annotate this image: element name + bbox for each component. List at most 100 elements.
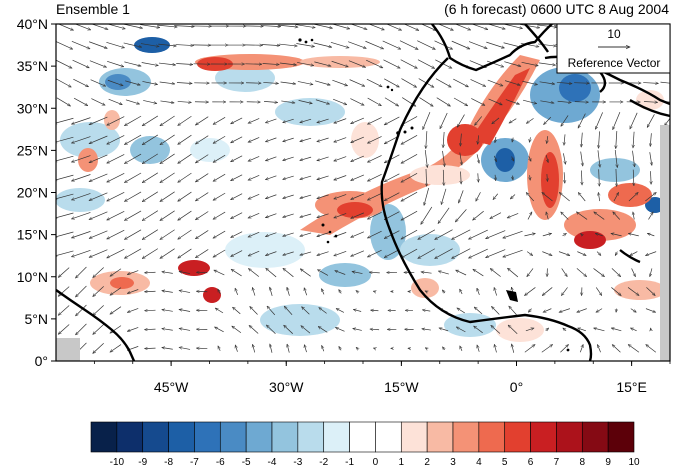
wind-vector [384,192,400,202]
colorbar-swatch [297,421,325,453]
wind-vector [248,250,260,257]
wind-vector [367,193,382,201]
wind-vector [401,210,418,221]
wind-vector [75,304,87,316]
wind-vector [475,192,481,201]
wind-vector [278,24,298,27]
wind-vector [248,137,260,143]
wind-vector [298,100,313,103]
wind-vector [529,137,530,142]
wind-vector [215,326,224,333]
wind-vector [283,213,294,217]
wind-vector [248,156,260,162]
colorbar-label: 8 [580,457,586,468]
wind-vector [486,41,504,48]
wind-vector [249,325,259,334]
wind-vector [142,134,159,145]
wind-vector [213,135,226,143]
wind-vector [384,78,399,88]
wind-vector [373,291,376,292]
wind-vector [495,174,496,181]
wind-vector [542,233,552,237]
wind-vector [401,154,418,164]
wind-vector [439,112,448,129]
wind-vector [645,192,656,202]
lat-tick-label: 5°N [25,311,49,327]
wind-vector [195,192,209,201]
wind-vector [473,269,484,277]
wind-vector [141,62,159,65]
wind-vector [435,78,451,88]
wind-vector [334,251,347,255]
colorbar-label: 6 [528,457,534,468]
wind-vector [384,249,400,258]
wind-vector [366,78,382,88]
wind-vector [614,149,617,168]
wind-vector [110,268,122,277]
wind-vector [279,62,297,65]
wind-vector [261,26,281,27]
wind-vector [643,83,658,84]
wind-vector [89,154,108,163]
wind-vector [633,131,634,148]
wind-vector [417,40,435,50]
wind-vector [631,268,636,276]
wind-vector [527,268,534,276]
colorbar-label: 9 [605,457,611,468]
wind-vector [630,327,637,332]
wind-vector [71,174,91,181]
wind-vector [56,155,74,161]
wind-vector [564,172,565,183]
wind-vector [263,82,278,83]
wind-vector [581,170,582,185]
wind-vector [89,230,108,239]
wind-vector [474,326,483,334]
wind-vector [58,286,70,297]
colorbar-swatch [245,421,273,453]
wind-vector [426,131,427,148]
wind-vector [495,136,496,143]
wind-vector [266,325,276,335]
wind-vector [504,80,520,86]
wind-vector [174,26,195,27]
wind-vector [318,326,328,333]
wind-vector [56,231,74,237]
wind-vector [348,41,366,49]
wind-vector [124,191,142,202]
wind-vector [438,271,449,275]
wind-vector [418,248,436,259]
wind-vector [127,327,139,331]
wind-vector [468,229,488,240]
wind-vector [213,192,226,200]
wind-vector [56,41,73,50]
wind-vector [512,175,513,180]
wind-vector [89,116,108,126]
wind-vector [335,271,346,275]
wind-vector [645,251,657,256]
wind-vector [650,171,651,184]
wind-vector [503,230,523,238]
wind-vector [547,174,548,181]
wind-vector [315,99,330,104]
wind-vector [546,212,549,220]
wind-vector [143,100,157,103]
wind-vector [456,326,466,333]
wind-vector [283,156,294,160]
wind-vector [594,328,605,332]
wind-vector [530,175,531,180]
wind-vector [265,156,277,161]
wind-vector [367,249,382,258]
wind-vector [265,175,277,180]
wind-vector [127,308,139,312]
wind-vector [300,156,312,160]
wind-vector [287,287,290,296]
wind-vector [56,78,71,88]
lon-tick-label: 45°W [154,379,189,395]
wind-vector [563,328,567,331]
wind-vector [176,82,192,83]
wind-vector [559,192,570,202]
wind-vector [110,344,122,353]
wind-vector [351,231,365,238]
wind-vector [330,41,349,48]
colorbar-swatch [400,421,428,453]
